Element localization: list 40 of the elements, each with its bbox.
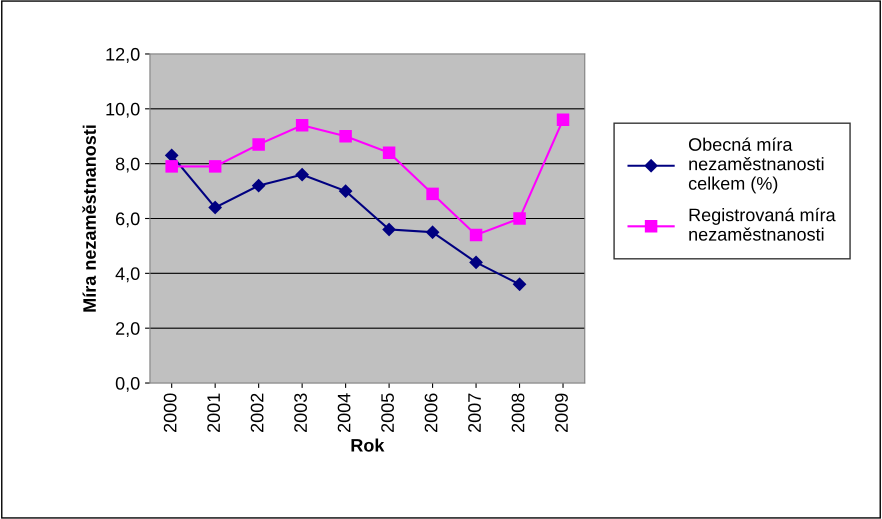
y-tick-label: 8,0 bbox=[116, 158, 140, 173]
point bbox=[469, 256, 483, 269]
point bbox=[296, 168, 309, 182]
point bbox=[470, 228, 482, 242]
y-tick-label: 2,0 bbox=[116, 322, 140, 338]
y-tick-label: 0,0 bbox=[116, 376, 140, 392]
y-tick-label: 6,0 bbox=[116, 212, 140, 228]
point bbox=[556, 114, 570, 126]
point bbox=[426, 188, 439, 200]
x-tick-label: 2000 bbox=[164, 393, 177, 432]
point bbox=[165, 160, 178, 173]
x-tick-label: 2009 bbox=[555, 394, 568, 432]
point bbox=[339, 184, 352, 198]
legend-label: Obecná míra nezaměstnanosti celkem (%) bbox=[688, 137, 824, 194]
point bbox=[513, 212, 526, 225]
point bbox=[252, 138, 265, 151]
x-tick-label: 2003 bbox=[294, 394, 307, 432]
point bbox=[296, 119, 308, 132]
y-tick-label: 4,0 bbox=[116, 267, 140, 282]
x-tick-label: 2006 bbox=[424, 394, 438, 432]
x-tick-label: 2002 bbox=[250, 394, 264, 432]
x-tick-label: 2001 bbox=[207, 394, 220, 432]
x-tick-label: 2008 bbox=[512, 394, 524, 432]
point bbox=[382, 146, 396, 159]
x-axis-title: Rok bbox=[352, 438, 384, 452]
point bbox=[339, 130, 352, 142]
point bbox=[252, 179, 266, 192]
legend-label: Registrovaná míra nezaměstnanosti bbox=[689, 208, 836, 241]
x-tick-label: 2007 bbox=[468, 394, 481, 432]
x-tick-label: 2005 bbox=[381, 393, 394, 432]
y-tick-label: 12,0 bbox=[106, 48, 140, 63]
point bbox=[165, 148, 178, 162]
y-tick-label: 10,0 bbox=[106, 102, 140, 118]
y-axis-title: Míra nezaměstnanosti bbox=[82, 125, 96, 312]
point bbox=[426, 226, 440, 239]
point bbox=[382, 222, 396, 236]
point bbox=[208, 200, 222, 214]
x-tick-label: 2004 bbox=[338, 393, 350, 432]
point bbox=[208, 160, 222, 173]
point bbox=[512, 278, 526, 291]
